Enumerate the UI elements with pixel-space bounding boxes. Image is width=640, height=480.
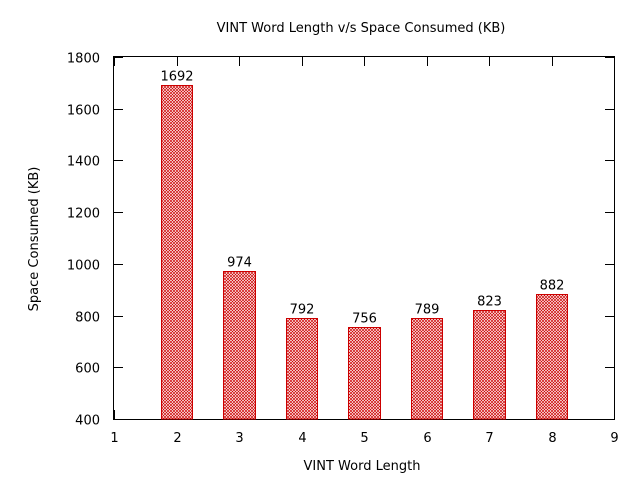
y-tick-label: 600 — [75, 362, 100, 377]
bar-value-label: 792 — [290, 303, 315, 318]
y-tick-label: 1600 — [67, 104, 100, 119]
x-tick-label: 3 — [235, 431, 243, 446]
x-tick-label: 2 — [173, 431, 181, 446]
bar — [286, 318, 318, 420]
y-tick-label: 1200 — [67, 207, 100, 222]
x-tick-label: 6 — [423, 431, 431, 446]
bar — [536, 294, 568, 420]
x-tick-label: 7 — [485, 431, 493, 446]
x-tick-label: 1 — [110, 431, 118, 446]
bar — [411, 318, 443, 420]
bar-value-label: 974 — [227, 256, 252, 271]
bars — [161, 85, 568, 420]
y-tick-label: 1800 — [67, 52, 100, 67]
y-tick-label: 400 — [75, 414, 100, 429]
x-tick-label: 4 — [298, 431, 306, 446]
x-axis-label: VINT Word Length — [304, 459, 421, 474]
y-tick-label: 1000 — [67, 259, 100, 274]
x-tick-label: 9 — [610, 431, 618, 446]
x-tick-label: 8 — [548, 431, 556, 446]
data-labels: 1692 974 792 756 789 823 882 — [160, 70, 564, 327]
bar — [223, 271, 256, 420]
bar — [473, 310, 506, 420]
bar-value-label: 1692 — [160, 70, 193, 85]
y-axis-label: Space Consumed (KB) — [27, 167, 42, 312]
bar-value-label: 882 — [540, 279, 565, 294]
x-tick-label: 5 — [360, 431, 368, 446]
chart-title: VINT Word Length v/s Space Consumed (KB) — [217, 21, 506, 36]
bar — [161, 85, 193, 420]
y-tick-label: 1400 — [67, 155, 100, 170]
bar-value-label: 789 — [415, 303, 440, 318]
bar-value-label: 756 — [352, 312, 377, 327]
bar — [348, 327, 381, 420]
y-tick-label: 800 — [75, 311, 100, 326]
bar-value-label: 823 — [477, 295, 502, 310]
